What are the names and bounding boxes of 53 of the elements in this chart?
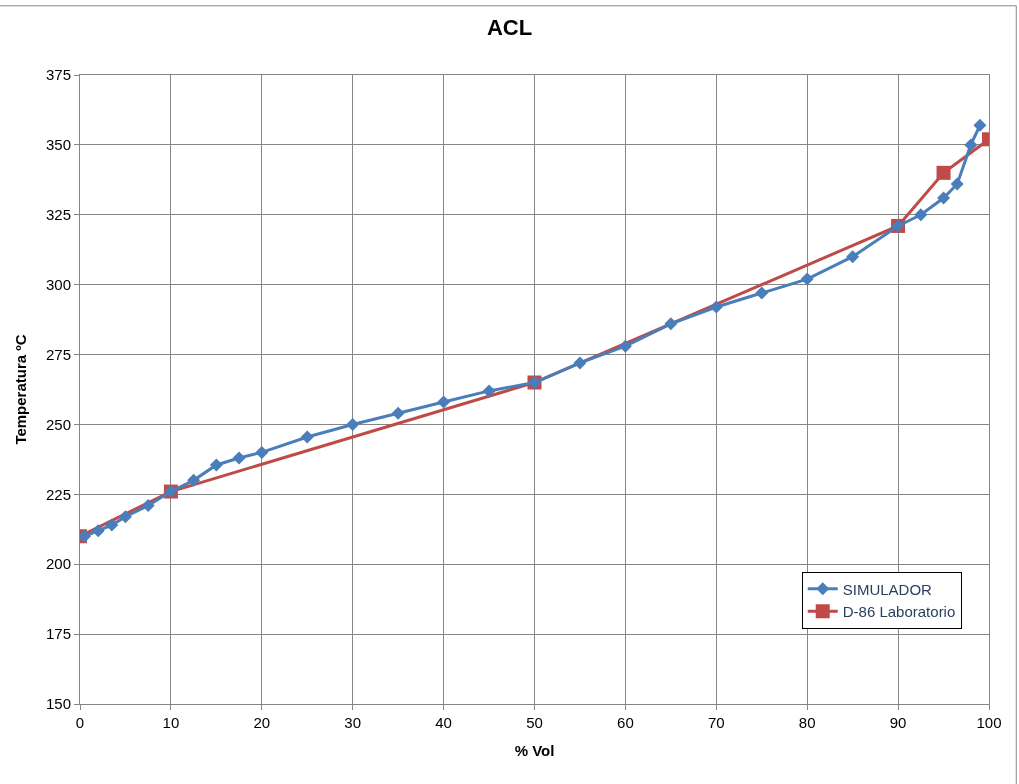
x-tick-label: 10 bbox=[162, 714, 180, 731]
point bbox=[187, 473, 201, 487]
y-tick-label: 175 bbox=[45, 625, 71, 643]
point bbox=[937, 191, 951, 205]
x-tick-label: 90 bbox=[889, 714, 907, 731]
point bbox=[618, 339, 632, 353]
y-tick-label: 225 bbox=[45, 485, 71, 503]
point bbox=[964, 138, 978, 152]
point bbox=[755, 286, 769, 300]
point bbox=[91, 524, 105, 538]
y-tick-label: 375 bbox=[45, 66, 71, 84]
x-tick-label: 60 bbox=[617, 714, 634, 731]
point bbox=[936, 165, 951, 180]
y-axis-title: Temperatura ºC bbox=[12, 334, 30, 445]
point bbox=[391, 406, 405, 420]
legend-label: SIMULADOR bbox=[842, 580, 933, 598]
point bbox=[255, 445, 269, 459]
point bbox=[105, 518, 119, 532]
point bbox=[141, 499, 155, 513]
y-tick-label: 300 bbox=[45, 275, 71, 293]
point bbox=[232, 451, 246, 465]
y-tick-label: 275 bbox=[45, 345, 71, 363]
y-tick-label: 150 bbox=[45, 695, 71, 713]
point bbox=[118, 510, 132, 524]
x-tick-label: 20 bbox=[253, 714, 271, 731]
x-tick-label: 0 bbox=[75, 714, 85, 731]
point bbox=[950, 177, 964, 191]
point bbox=[437, 395, 451, 409]
point bbox=[573, 356, 587, 370]
x-tick-label: 30 bbox=[344, 714, 362, 731]
point bbox=[800, 272, 814, 286]
y-tick-label: 325 bbox=[45, 206, 71, 224]
point bbox=[973, 118, 987, 132]
x-tick-label: 50 bbox=[526, 714, 543, 731]
x-tick-label: 80 bbox=[798, 714, 816, 731]
point bbox=[914, 208, 928, 222]
point bbox=[346, 417, 360, 431]
y-tick-label: 350 bbox=[45, 136, 71, 154]
y-tick-label: 200 bbox=[45, 555, 71, 573]
legend-label: D-86 Laboratorio bbox=[842, 603, 956, 621]
x-tick-label: 70 bbox=[707, 714, 725, 731]
chart-title: ACL bbox=[486, 15, 533, 40]
x-axis-title: % Vol bbox=[514, 742, 555, 759]
point bbox=[209, 458, 223, 472]
point bbox=[664, 317, 678, 331]
point bbox=[846, 250, 860, 264]
point bbox=[709, 300, 723, 314]
x-tick-label: 40 bbox=[435, 714, 452, 731]
point bbox=[80, 529, 92, 543]
point bbox=[300, 430, 314, 444]
y-tick-label: 250 bbox=[45, 415, 71, 433]
x-tick-label: 100 bbox=[976, 714, 1002, 731]
point bbox=[482, 384, 496, 398]
